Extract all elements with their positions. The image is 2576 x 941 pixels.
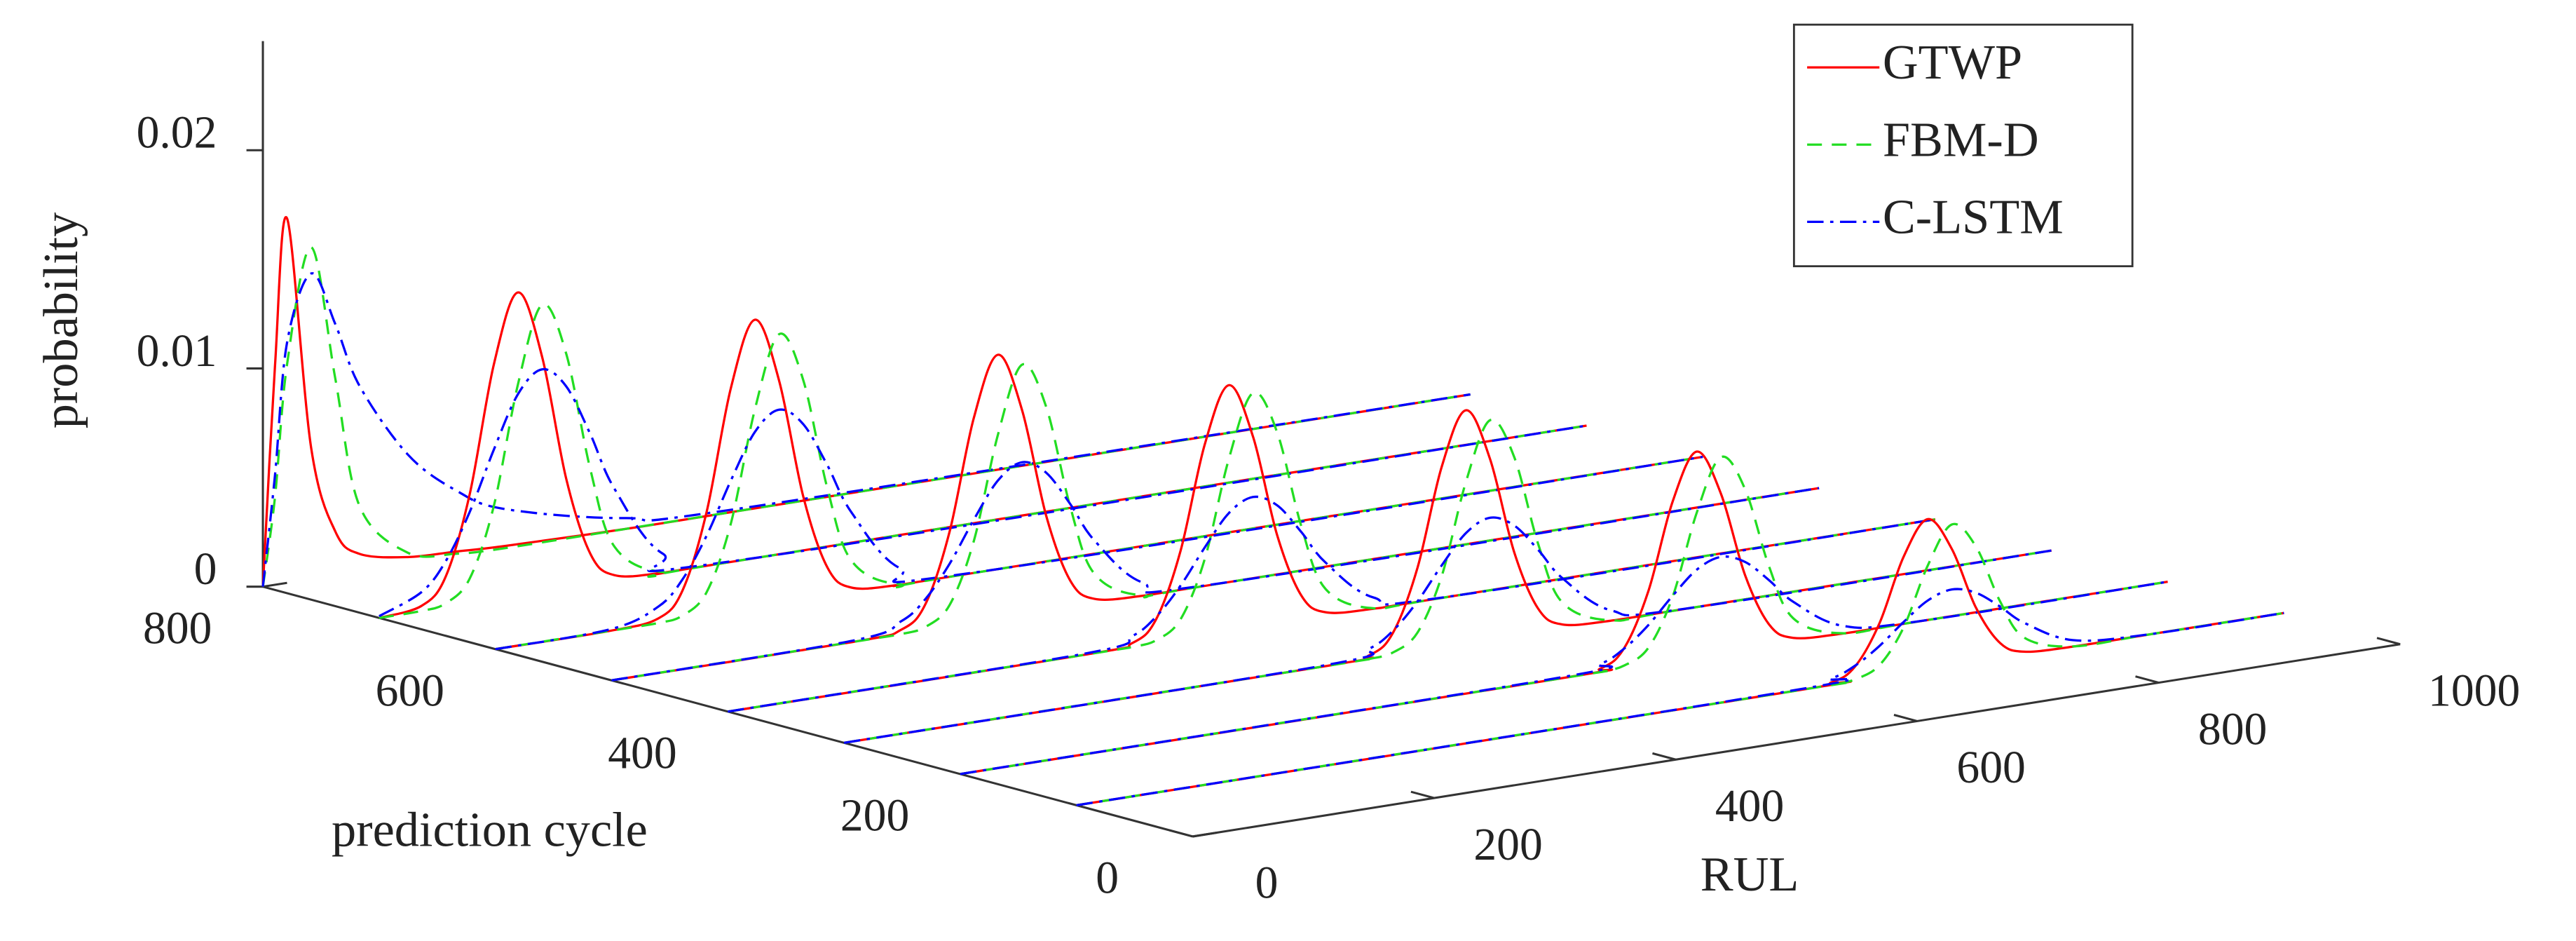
density-curve [728,495,1936,713]
density-curve [1076,588,2284,807]
density-curve [261,245,1471,587]
density-curve [843,418,2052,744]
x-tick [1169,829,1193,838]
z-tick-label: 0.01 [137,326,217,377]
x-tick [1893,714,1918,722]
z-tick-label: 0 [194,544,217,595]
x-tick-label: 0 [1255,858,1279,909]
density-curve [960,455,2168,776]
x-tick-label: 400 [1715,781,1784,832]
density-curve [611,461,1820,682]
x-tick-label: 1000 [2428,665,2520,716]
y-tick-label: 200 [840,791,909,841]
y-tick-label: 600 [376,665,444,716]
density-curve [843,409,2052,744]
density-curve [728,391,1936,713]
density-curve [960,555,2168,776]
legend-box [1792,23,2134,268]
x-tick-label: 800 [2198,704,2267,754]
x-axis [1192,643,2401,838]
x-tick-label: 200 [1473,820,1542,870]
density-curve [261,272,1471,587]
density-curve [495,408,1703,651]
y-tick-label: 800 [143,603,212,654]
x-tick [1410,790,1435,799]
y-tick-label: 400 [608,729,676,779]
y-tick [1192,831,1218,838]
y-axis-label: prediction cycle [332,803,648,858]
density-curve [1076,517,2284,807]
y-tick [262,581,287,588]
x-tick-label: 600 [1956,743,2025,793]
density-curve [1076,522,2284,807]
density-curve [379,367,1587,618]
legend-label: GTWP [1883,35,2022,90]
x-tick [1652,752,1677,761]
y-tick-label: 0 [1096,853,1119,904]
density-curve [843,516,2052,744]
legend-label: C-LSTM [1883,190,2064,245]
legend-label: FBM-D [1883,112,2039,167]
z-tick-label: 0.02 [137,108,217,158]
x-tick [2135,675,2160,684]
x-axis-label: RUL [1701,847,1799,902]
density-curve [960,450,2168,776]
density-curve [261,216,1471,587]
density-curve [495,332,1703,651]
x-tick [2376,637,2401,646]
z-axis-label: probability [34,212,88,428]
